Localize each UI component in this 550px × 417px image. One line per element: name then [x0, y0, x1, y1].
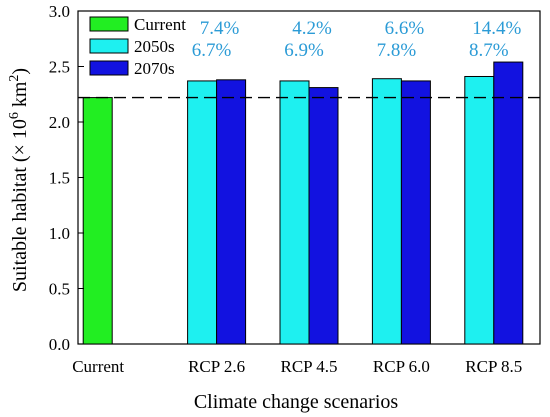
x-axis-label: Climate change scenarios	[194, 391, 399, 413]
axes-group: 0.0 0.5 1.0 1.5 2.0 2.5 3.0 Current RCP 2.6 RCP 4…	[49, 2, 523, 376]
annotation-2050s-2: 7.8%	[377, 40, 417, 61]
annotation-2050s-1: 6.9%	[284, 40, 324, 61]
annotation-2070s-3: 14.4%	[472, 18, 521, 39]
annotation-2070s-0: 7.4%	[200, 18, 240, 39]
legend-label-2: 2070s	[134, 59, 175, 78]
y-tick-label-1: 0.5	[49, 280, 70, 299]
x-tick-label-4: RCP 8.5	[465, 357, 522, 376]
legend-label-0: Current	[134, 15, 186, 34]
y-tick-label-0: 0.0	[49, 335, 70, 354]
legend-label-1: 2050s	[134, 37, 175, 56]
legend-swatch-2	[89, 60, 129, 76]
legend: Current 2050s 2070s	[89, 15, 186, 78]
annotation-2050s-0: 6.7%	[192, 40, 232, 61]
y-tick-label-4: 2.0	[49, 113, 70, 132]
bar-2050s-1	[187, 80, 218, 345]
y-tick-label-5: 2.5	[49, 58, 70, 77]
bar-2070s-1	[216, 79, 247, 345]
bar-current-0	[82, 97, 113, 345]
annotations-group: 7.4% 4.2% 6.6% 14.4% 6.7% 6.9% 7.8% 8.7%	[192, 18, 522, 61]
bar-2070s-3	[400, 80, 431, 345]
bar-2050s-4	[464, 75, 495, 345]
bar-2050s-2	[279, 80, 310, 345]
x-tick-label-0: Current	[72, 357, 124, 376]
y-tick-label-3: 1.5	[49, 169, 70, 188]
bar-2070s-2	[308, 87, 339, 345]
annotation-2050s-3: 8.7%	[469, 40, 509, 61]
annotation-2070s-2: 6.6%	[385, 18, 425, 39]
annotation-2070s-1: 4.2%	[292, 18, 332, 39]
legend-swatch-1	[89, 38, 129, 54]
x-tick-label-1: RCP 2.6	[188, 357, 245, 376]
y-tick-label-2: 1.0	[49, 224, 70, 243]
bar-2050s-3	[371, 78, 402, 345]
x-tick-label-3: RCP 6.0	[373, 357, 430, 376]
bar-2070s-4	[493, 61, 524, 345]
x-tick-label-2: RCP 4.5	[280, 357, 337, 376]
legend-swatch-0	[89, 16, 129, 32]
y-tick-label-6: 3.0	[49, 2, 70, 21]
bars-group	[78, 61, 540, 345]
y-axis-label: Suitable habitat (× 106 km2)	[7, 68, 31, 292]
